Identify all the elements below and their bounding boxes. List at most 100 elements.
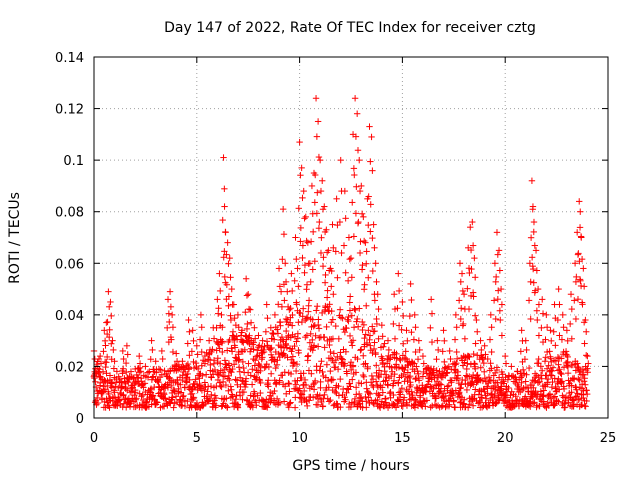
data-point (515, 402, 523, 410)
data-point (411, 401, 418, 409)
data-point (548, 337, 555, 345)
data-point (457, 315, 464, 323)
data-point (96, 352, 104, 360)
data-point (470, 381, 477, 388)
data-point (327, 348, 334, 356)
data-point (404, 358, 411, 366)
data-point (298, 164, 305, 172)
data-point (343, 370, 351, 377)
data-point (231, 314, 238, 322)
data-point (168, 311, 176, 319)
data-point (434, 337, 441, 344)
data-point (364, 365, 371, 372)
data-point (452, 361, 459, 368)
data-point (222, 229, 229, 236)
data-point (533, 267, 541, 274)
data-point (115, 396, 122, 403)
data-point (359, 326, 366, 334)
data-point (347, 383, 354, 390)
data-point (175, 361, 183, 368)
data-point (242, 381, 250, 388)
data-point (305, 308, 312, 315)
data-point (481, 342, 488, 349)
data-point (209, 346, 216, 353)
data-point (397, 356, 404, 364)
data-point (550, 328, 557, 335)
data-point (275, 265, 283, 272)
data-point (558, 379, 565, 387)
data-point (218, 383, 225, 391)
data-point (362, 331, 369, 338)
data-point (291, 342, 298, 350)
data-point (148, 337, 155, 344)
data-point (294, 265, 301, 272)
data-point (417, 393, 424, 401)
data-point (152, 358, 159, 365)
data-point (261, 364, 268, 371)
data-point (360, 213, 367, 221)
data-point (570, 374, 578, 382)
data-point (225, 293, 233, 300)
data-point (261, 343, 268, 350)
data-point (358, 380, 365, 387)
data-point (229, 328, 237, 335)
data-point (391, 370, 398, 378)
data-point (272, 364, 279, 372)
data-point (334, 365, 342, 373)
data-point (573, 386, 580, 393)
data-point (363, 341, 371, 348)
data-point (538, 375, 545, 382)
data-point (379, 355, 386, 362)
data-point (247, 319, 255, 326)
data-point (412, 348, 419, 356)
data-point (374, 291, 381, 298)
y-tick-label: 0.02 (55, 360, 84, 375)
data-point (344, 277, 352, 285)
data-point (574, 390, 581, 397)
data-point (307, 315, 314, 323)
data-point (164, 384, 172, 391)
data-point (224, 347, 231, 354)
data-point (240, 388, 248, 396)
data-point (580, 283, 588, 290)
data-point (263, 301, 270, 308)
data-point (383, 356, 391, 363)
data-point (555, 361, 562, 368)
data-point (225, 260, 232, 267)
data-point (249, 404, 257, 411)
data-point (330, 350, 338, 357)
data-point (342, 269, 349, 276)
data-point (258, 356, 265, 363)
data-point (229, 365, 236, 373)
data-point (184, 340, 191, 347)
data-point (253, 353, 260, 360)
data-point (575, 250, 582, 257)
data-point (366, 332, 374, 339)
data-point (325, 247, 332, 254)
data-point (585, 360, 592, 367)
data-point (525, 297, 533, 304)
data-point (356, 305, 363, 312)
data-point (452, 311, 460, 319)
data-point (179, 393, 186, 400)
data-point (578, 255, 586, 263)
data-point (136, 352, 143, 360)
data-point (356, 156, 363, 164)
data-point (484, 355, 491, 363)
data-point (323, 226, 330, 233)
data-point (279, 256, 286, 263)
data-point (253, 375, 260, 383)
data-point (534, 316, 541, 324)
data-point (430, 372, 438, 379)
data-point (322, 374, 330, 381)
data-point (219, 369, 227, 376)
data-point (267, 324, 275, 331)
data-point (502, 360, 510, 367)
data-point (359, 318, 366, 326)
data-point (371, 297, 379, 304)
data-point (106, 303, 113, 311)
data-point (321, 333, 328, 341)
data-point (103, 353, 111, 361)
data-point (397, 388, 404, 396)
data-point (342, 215, 349, 222)
